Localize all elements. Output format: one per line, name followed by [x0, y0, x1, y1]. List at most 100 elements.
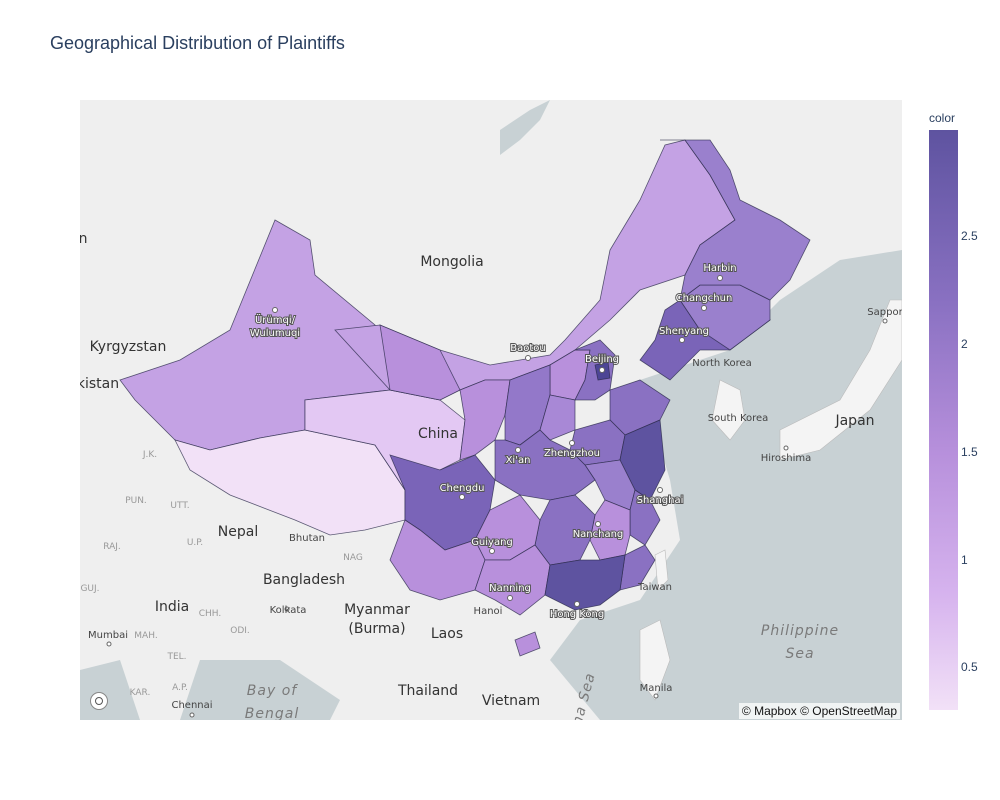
- map-view[interactable]: Mongolia China Kyrgyzstan kistan Nepal B…: [80, 100, 902, 720]
- label-chh: CHH.: [199, 609, 222, 619]
- label-nepal: Nepal: [218, 524, 258, 540]
- label-hong-kong: Hong Kong: [550, 609, 604, 620]
- label-beijing: Beijing: [585, 354, 619, 365]
- label-odi: ODI.: [230, 626, 250, 636]
- city-marker-baotou: [525, 355, 531, 361]
- label-kar: KAR.: [130, 688, 151, 698]
- label-mumbai: Mumbai: [88, 630, 128, 641]
- chart-title: Geographical Distribution of Plaintiffs: [50, 33, 345, 53]
- city-marker-nanning: [507, 595, 513, 601]
- colorbar-title: color: [929, 111, 956, 125]
- label-india: India: [155, 599, 189, 615]
- city-marker-chengdu: [459, 494, 465, 500]
- bay-of-bengal-water: [180, 660, 340, 720]
- label-nanning: Nanning: [489, 583, 531, 594]
- pacific-water: [550, 250, 902, 720]
- city-marker-guiyang: [489, 548, 495, 554]
- label-raj: RAJ.: [103, 542, 121, 552]
- label-mongolia: Mongolia: [420, 254, 483, 270]
- province-hebei[interactable]: [574, 339, 616, 401]
- city-marker-zhengzhou: [569, 440, 575, 446]
- city-marker-beijing: [599, 367, 605, 373]
- city-marker-harbin: [717, 275, 723, 281]
- label-mah: MAH.: [134, 631, 157, 641]
- label-philippine: Philippine: [761, 623, 839, 639]
- label-bay-of: Bay of: [247, 683, 298, 699]
- label-thailand: Thailand: [397, 683, 458, 699]
- label-kolkata: Kolkata: [270, 605, 307, 616]
- label-china: China: [418, 426, 458, 442]
- korea-land: [711, 379, 746, 441]
- label-xian: Xi'an: [506, 455, 531, 466]
- label-nanchang: Nanchang: [573, 529, 624, 540]
- label-changchun: Changchun: [676, 293, 733, 304]
- label-wulumuqi: Wulumuqi: [250, 328, 300, 339]
- label-kistan: kistan: [80, 376, 119, 392]
- colorbar-tick: 2: [961, 337, 968, 351]
- map-attribution[interactable]: © Mapbox © OpenStreetMap: [738, 703, 900, 719]
- label-tel: TEL.: [166, 652, 186, 662]
- map-canvas[interactable]: Mongolia China Kyrgyzstan kistan Nepal B…: [80, 100, 902, 720]
- japan-land: [779, 299, 902, 461]
- label-burma: (Burma): [348, 621, 405, 637]
- city-marker-manila: [653, 693, 659, 699]
- colorbar-tick: 1: [961, 553, 968, 567]
- city-marker-kolkata: [284, 606, 290, 612]
- label-zhengzhou: Zhengzhou: [544, 448, 600, 459]
- mapbox-logo-icon[interactable]: [90, 692, 108, 710]
- label-hanoi: Hanoi: [474, 606, 503, 617]
- city-marker-changchun: [701, 305, 707, 311]
- city-marker-hiroshima: [783, 445, 789, 451]
- city-marker-shanghai: [657, 487, 663, 493]
- city-marker-urumqi: [272, 307, 278, 313]
- city-marker-nanchang: [595, 521, 601, 527]
- label-taiwan: Taiwan: [637, 582, 672, 593]
- city-marker-sapporo: [882, 318, 888, 324]
- label-sea: Sea: [785, 646, 814, 662]
- city-marker-chennai: [189, 712, 195, 718]
- province-guangdong[interactable]: [544, 554, 626, 611]
- label-chengdu: Chengdu: [440, 483, 485, 494]
- label-bhutan: Bhutan: [289, 533, 325, 544]
- label-chennai: Chennai: [171, 700, 212, 711]
- label-urumqi: Ürümqi/: [255, 313, 296, 326]
- city-marker-mumbai: [106, 641, 112, 647]
- colorbar: [929, 130, 958, 710]
- label-up: U.P.: [187, 538, 203, 548]
- colorbar-tick: 1.5: [961, 445, 978, 459]
- label-shenyang: Shenyang: [659, 326, 709, 337]
- province-heilongjiang[interactable]: [660, 139, 811, 301]
- philippines-land: [639, 619, 671, 701]
- label-bengal: Bengal: [245, 706, 299, 720]
- label-pun: PUN.: [125, 496, 147, 506]
- label-n: n: [80, 231, 87, 247]
- label-harbin: Harbin: [703, 263, 736, 274]
- label-shanghai: Shanghai: [637, 495, 684, 506]
- label-vietnam: Vietnam: [482, 693, 540, 709]
- province-shanxi[interactable]: [539, 394, 576, 441]
- label-kyrgyzstan: Kyrgyzstan: [90, 339, 167, 355]
- label-laos: Laos: [431, 626, 463, 642]
- label-guj: GUJ.: [80, 584, 99, 594]
- city-marker-hong-kong: [574, 601, 580, 607]
- label-sapporo: Sappor: [867, 307, 902, 318]
- label-hiroshima: Hiroshima: [761, 453, 812, 464]
- taiwan-land: [654, 549, 669, 591]
- label-north-korea: North Korea: [692, 358, 752, 369]
- province-gansu-west[interactable]: [379, 324, 461, 401]
- label-jk: J.K.: [142, 450, 157, 460]
- label-manila: Manila: [640, 683, 673, 694]
- label-utt: UTT.: [170, 501, 189, 511]
- colorbar-tick: 2.5: [961, 229, 978, 243]
- province-hainan[interactable]: [514, 631, 541, 657]
- label-baotou: Baotou: [510, 343, 545, 354]
- city-marker-xian: [515, 447, 521, 453]
- label-bangladesh: Bangladesh: [263, 572, 345, 588]
- label-ap: A.P.: [172, 683, 188, 693]
- label-myanmar: Myanmar: [344, 602, 410, 618]
- colorbar-tick: 0.5: [961, 660, 978, 674]
- label-japan: Japan: [834, 413, 874, 429]
- label-south-korea: South Korea: [708, 413, 769, 424]
- label-guiyang: Guiyang: [471, 537, 513, 548]
- label-nag: NAG: [343, 553, 363, 563]
